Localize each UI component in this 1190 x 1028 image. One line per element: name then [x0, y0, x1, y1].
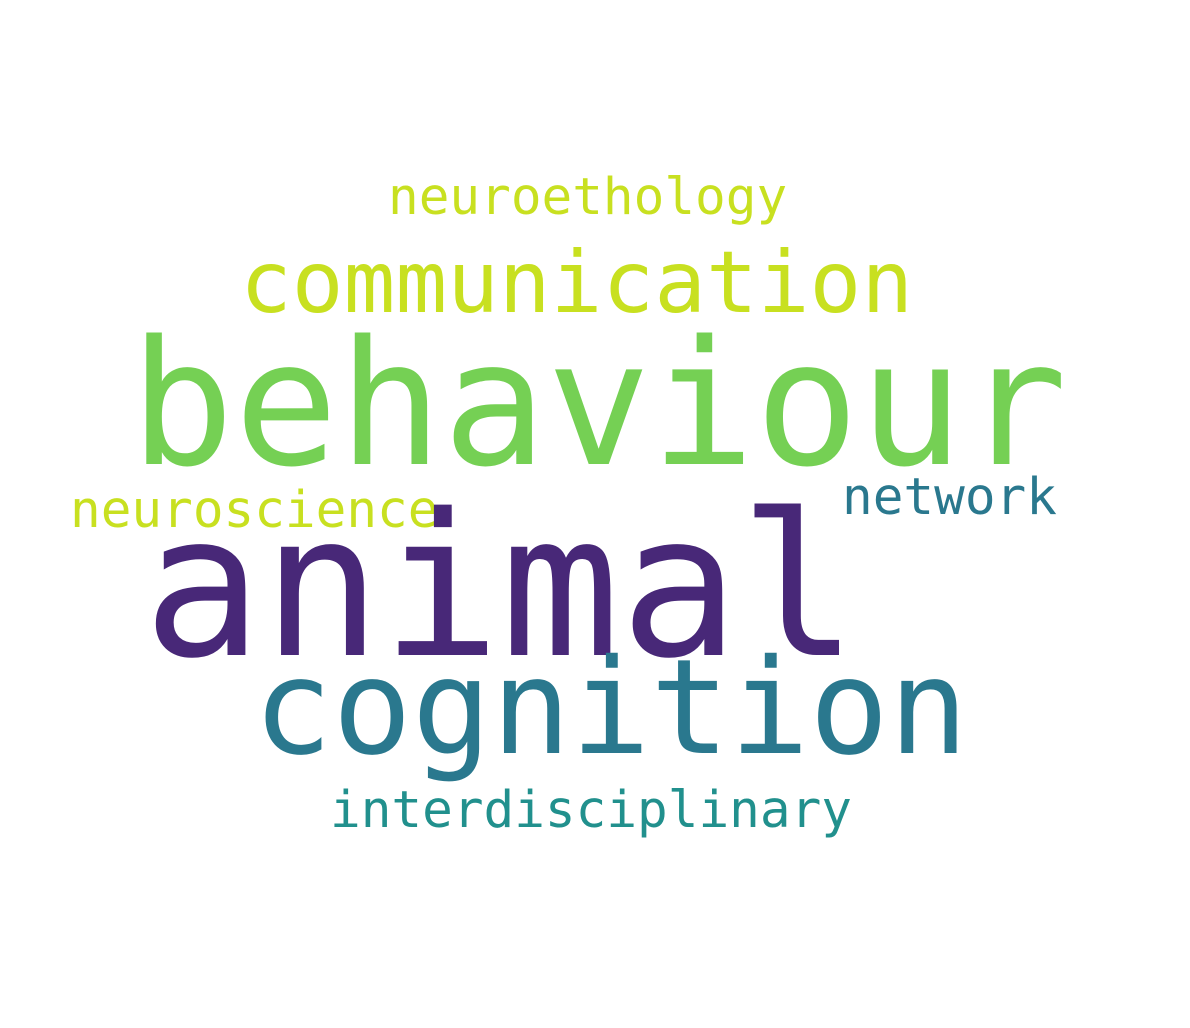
- word-animal: animal: [143, 471, 859, 702]
- word-communication: communication: [240, 233, 914, 333]
- word-cognition: cognition: [253, 631, 969, 785]
- word-neuroethology: neuroethology: [388, 168, 788, 227]
- word-network: network: [842, 468, 1057, 527]
- word-neuroscience: neuroscience: [70, 481, 439, 540]
- word-behaviour: behaviour: [130, 303, 1068, 505]
- word-interdisciplinary: interdisciplinary: [330, 781, 852, 840]
